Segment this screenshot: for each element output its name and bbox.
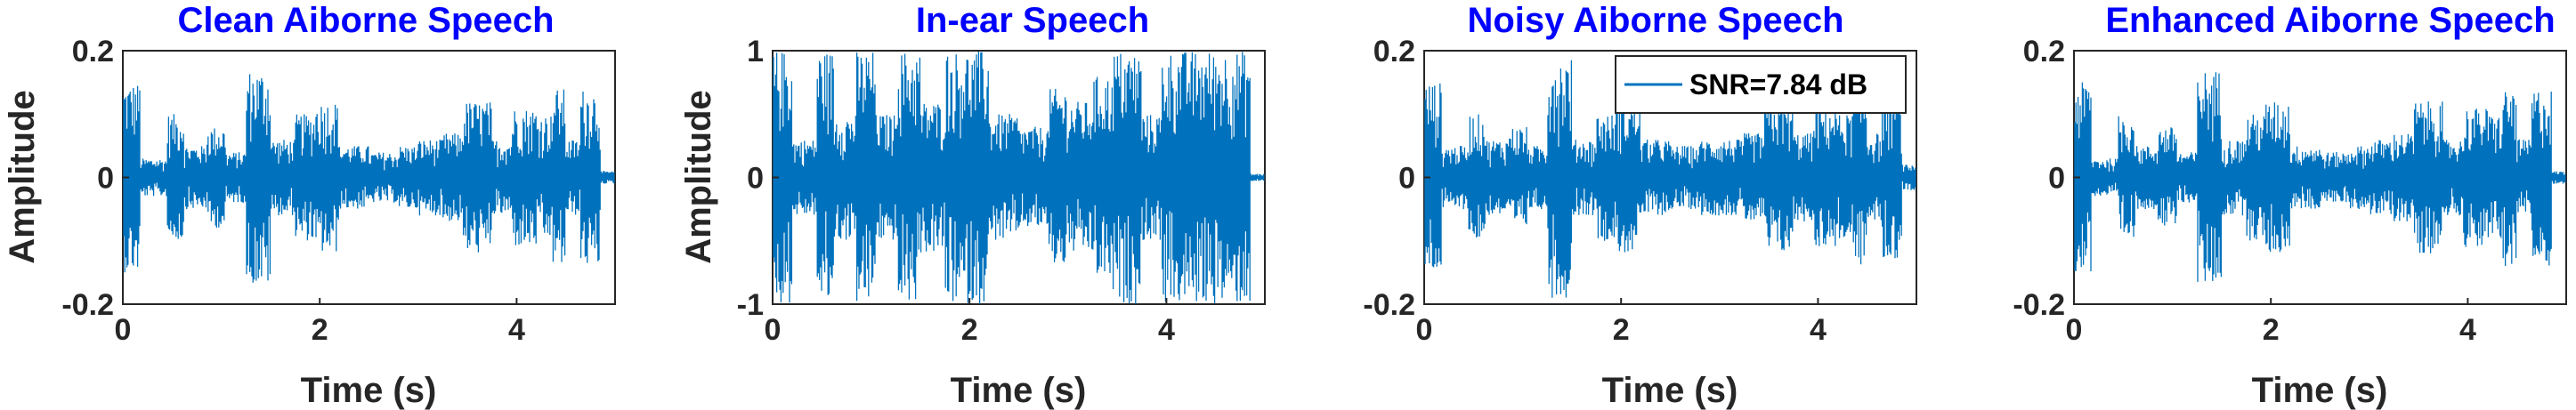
x-tick-label: 2	[312, 313, 328, 347]
x-tick-label: 4	[1158, 313, 1175, 347]
x-tick-label: 4	[1810, 313, 1827, 347]
x-tick-label: 0	[1416, 313, 1433, 347]
chart-title: Clean Aiborne Speech	[177, 1, 554, 40]
y-ticks: -0.2 0 0.2	[1363, 35, 1430, 322]
chart-title: Noisy Aiborne Speech	[1467, 1, 1843, 40]
chart-title: In-ear Speech	[916, 1, 1149, 40]
y-tick-label: 0.2	[72, 35, 114, 68]
y-axis-label: Amplitude	[3, 90, 42, 264]
x-axis-label: Time (s)	[951, 371, 1087, 410]
x-tick-label: 2	[2263, 313, 2280, 347]
y-tick-label: 0	[747, 162, 764, 196]
x-tick-label: 0	[115, 313, 132, 347]
waveform-line	[773, 52, 1265, 304]
y-tick-label: 0.2	[1373, 35, 1415, 68]
legend-entry: SNR=7.84 dB	[1689, 68, 1867, 100]
waveform-series	[1424, 60, 1916, 298]
x-tick-label: 4	[2459, 313, 2476, 347]
x-ticks: 0 2 4	[2066, 298, 2476, 347]
y-tick-label: -0.2	[2013, 288, 2065, 322]
y-tick-label: -0.2	[1363, 288, 1415, 322]
y-tick-label: -1	[737, 288, 764, 322]
waveform-series	[2074, 72, 2566, 282]
y-ticks: -0.2 0 0.2	[61, 35, 129, 322]
waveform-series	[773, 52, 1265, 304]
x-axis-label: Time (s)	[2252, 371, 2388, 410]
waveform-series	[123, 74, 615, 283]
x-ticks: 0 2 4	[115, 298, 525, 347]
x-ticks: 0 2 4	[1416, 298, 1827, 347]
waveform-line	[123, 74, 615, 283]
chart-title: Enhanced Aiborne Speech	[2105, 1, 2555, 40]
x-axis-label: Time (s)	[301, 371, 437, 410]
y-ticks: -1 0 1	[737, 35, 779, 322]
y-ticks: -0.2 0 0.2	[2013, 35, 2080, 322]
y-tick-label: 0	[97, 162, 114, 196]
x-tick-label: 2	[961, 313, 978, 347]
y-tick-label: 0	[2048, 162, 2065, 196]
waveform-line	[2074, 72, 2566, 282]
y-axis-label: Amplitude	[679, 90, 718, 264]
x-tick-label: 4	[508, 313, 525, 347]
y-tick-label: 1	[747, 35, 764, 68]
x-axis-label: Time (s)	[1602, 371, 1738, 410]
y-tick-label: -0.2	[61, 288, 114, 322]
y-tick-label: 0	[1398, 162, 1415, 196]
x-tick-label: 0	[2066, 313, 2083, 347]
legend: SNR=7.84 dB	[1615, 55, 1907, 114]
x-ticks: 0 2 4	[765, 298, 1175, 347]
x-tick-label: 0	[765, 313, 782, 347]
x-tick-label: 2	[1613, 313, 1630, 347]
y-tick-label: 0.2	[2023, 35, 2065, 68]
waveform-line	[1424, 60, 1916, 298]
